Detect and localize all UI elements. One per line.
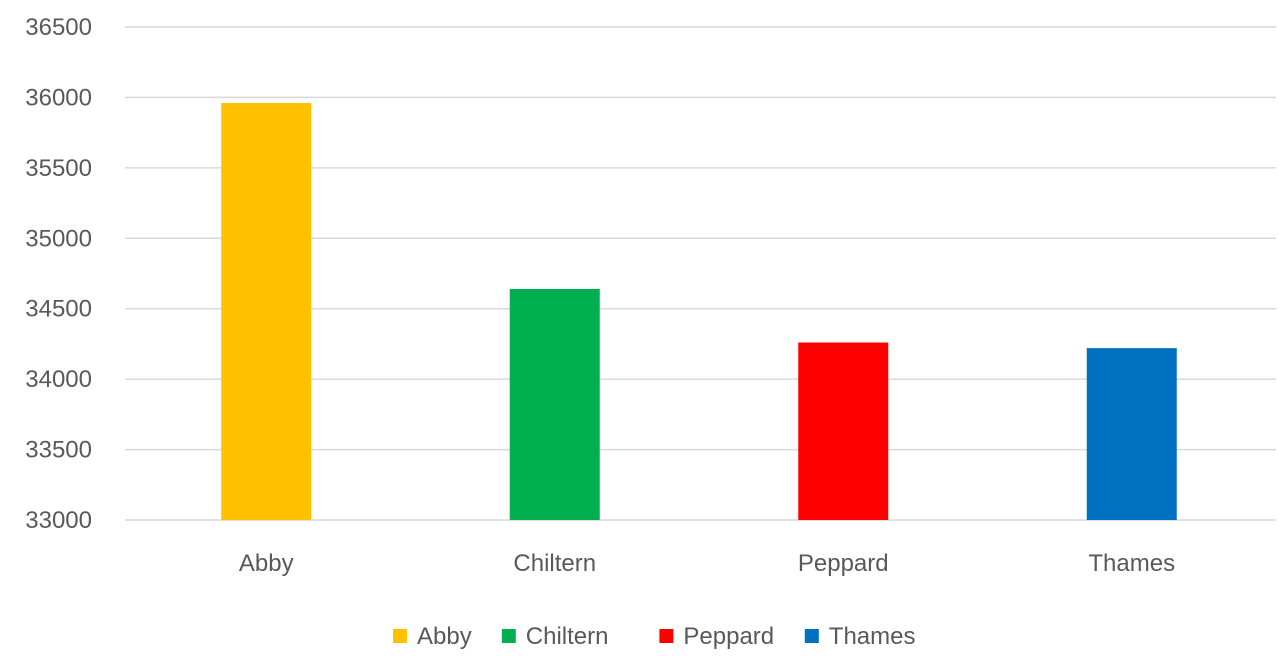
y-axis: 33000 33500 34000 34500 35000 35500 36000 36500: [25, 14, 92, 534]
legend-swatch: [393, 629, 407, 643]
y-tick-label: 36000: [25, 84, 92, 111]
legend-label: Thames: [829, 623, 916, 650]
legend-label: Chiltern: [526, 623, 609, 650]
x-tick-label: Chiltern: [513, 550, 596, 577]
legend-swatch: [659, 629, 674, 643]
y-tick-label: 33000: [25, 507, 92, 534]
legend-label: Peppard: [683, 623, 774, 650]
gridlines: [125, 26, 1276, 521]
y-tick-label: 35000: [25, 225, 92, 252]
bar-chiltern: [509, 288, 600, 520]
y-tick-label: 33500: [25, 437, 92, 464]
y-tick-label: 34500: [25, 296, 92, 323]
y-tick-label: 35500: [25, 155, 92, 182]
bar-thames: [1086, 348, 1177, 520]
bar-peppard: [798, 342, 889, 520]
legend-swatch: [501, 629, 516, 643]
legend: Abby Chiltern Peppard Thames: [393, 623, 916, 650]
bars: [221, 103, 1177, 520]
y-tick-label: 36500: [25, 14, 92, 41]
x-tick-label: Thames: [1088, 550, 1175, 577]
y-tick-label: 34000: [25, 366, 92, 393]
legend-label: Abby: [417, 623, 472, 650]
x-axis: Abby Chiltern Peppard Thames: [239, 550, 1175, 577]
bar-abby: [221, 103, 312, 520]
legend-swatch: [804, 629, 819, 643]
x-tick-label: Peppard: [798, 550, 889, 577]
x-tick-label: Abby: [239, 550, 294, 577]
